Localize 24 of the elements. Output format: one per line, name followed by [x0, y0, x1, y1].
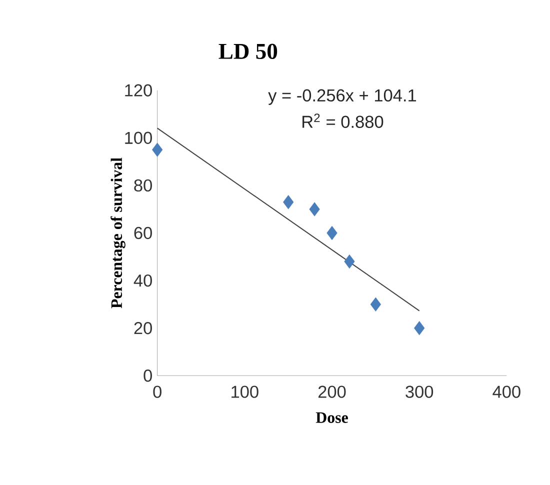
y-tick-label: 60	[134, 226, 152, 240]
x-tick-label: 0	[153, 386, 162, 398]
y-tick-label: 40	[134, 274, 152, 287]
y-tick-label: 80	[134, 179, 152, 192]
y-tick-label: 20	[134, 322, 152, 334]
x-tick-label: 200	[318, 386, 346, 398]
x-axis-title: Dose	[316, 412, 348, 423]
y-tick-label: 0	[144, 370, 152, 382]
point	[283, 195, 294, 210]
y-tick-label: 120	[125, 84, 152, 96]
point	[309, 202, 320, 216]
point	[370, 297, 381, 312]
point	[414, 321, 425, 336]
point	[326, 226, 338, 240]
x-tick-label: 300	[406, 386, 434, 398]
x-tick-label: 100	[232, 386, 258, 398]
point	[152, 142, 163, 157]
chart-title: LD 50	[218, 44, 278, 60]
y-tick-label: 100	[125, 132, 152, 144]
y-axis-title: Percentage of survival	[110, 158, 126, 308]
x-tick-label: 400	[492, 386, 520, 398]
annotation: y = -0.256x + 104.1	[268, 89, 416, 105]
point	[344, 254, 355, 268]
annotation: R$^{2}$ = 0.880	[302, 114, 384, 128]
